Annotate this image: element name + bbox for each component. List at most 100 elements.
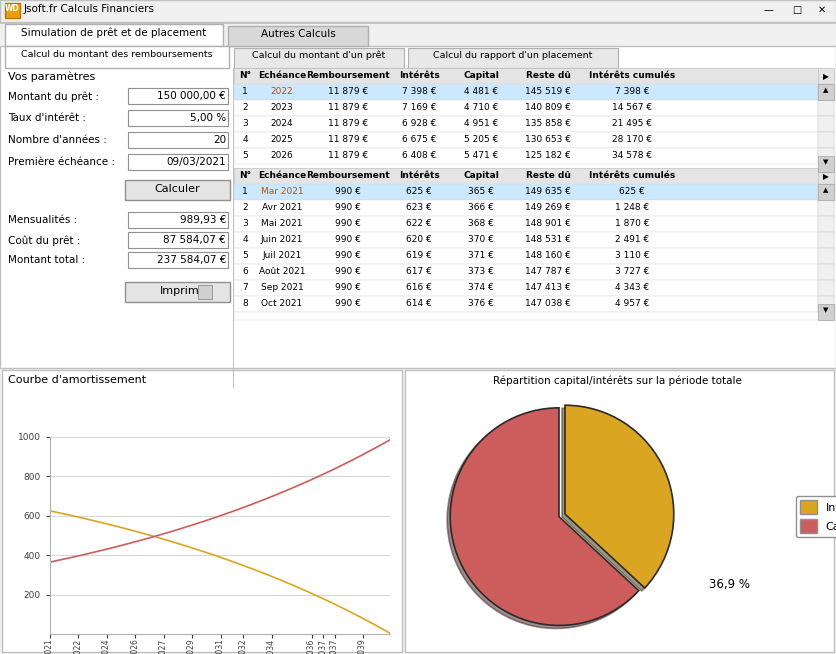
Text: 373 €: 373 € xyxy=(468,267,494,276)
Bar xyxy=(818,148,834,164)
Text: Intérêts: Intérêts xyxy=(399,171,440,180)
Text: 989,93 €: 989,93 € xyxy=(180,215,226,225)
Text: Répartition capital/intérêts sur la période totale: Répartition capital/intérêts sur la péri… xyxy=(492,375,742,385)
Bar xyxy=(233,68,234,388)
Bar xyxy=(0,22,836,24)
Bar xyxy=(818,296,834,312)
Text: 237 584,07 €: 237 584,07 € xyxy=(156,255,226,265)
Text: 28 170 €: 28 170 € xyxy=(612,135,652,144)
Text: 623 €: 623 € xyxy=(406,203,432,212)
Text: Imprimer: Imprimer xyxy=(160,286,212,296)
Bar xyxy=(818,132,834,148)
Bar xyxy=(234,48,404,68)
Bar xyxy=(234,264,818,280)
Bar xyxy=(234,168,818,184)
Text: ▼: ▼ xyxy=(823,159,828,165)
Text: ✕: ✕ xyxy=(818,5,826,15)
Text: 11 879 €: 11 879 € xyxy=(328,135,368,144)
Text: 990 €: 990 € xyxy=(335,203,361,212)
Bar xyxy=(818,264,834,280)
Text: 148 901 €: 148 901 € xyxy=(525,219,571,228)
Bar xyxy=(234,116,818,132)
Bar xyxy=(0,46,836,368)
Text: 87 584,07 €: 87 584,07 € xyxy=(163,235,226,245)
Text: Simulation de prêt et de placement: Simulation de prêt et de placement xyxy=(22,28,206,39)
Text: 2 491 €: 2 491 € xyxy=(614,235,649,244)
Text: 990 €: 990 € xyxy=(335,283,361,292)
Text: 125 182 €: 125 182 € xyxy=(525,151,571,160)
Text: Remboursement: Remboursement xyxy=(306,171,390,180)
Text: Intérêts: Intérêts xyxy=(399,71,440,80)
Text: Calculer: Calculer xyxy=(154,184,200,194)
Text: Echéance: Echéance xyxy=(257,71,306,80)
Bar xyxy=(125,282,230,302)
Bar xyxy=(234,148,818,164)
Text: 620 €: 620 € xyxy=(406,235,432,244)
Text: 616 €: 616 € xyxy=(406,283,432,292)
Bar xyxy=(818,100,834,116)
Text: 2025: 2025 xyxy=(271,135,293,144)
Bar xyxy=(234,312,818,320)
Text: 7: 7 xyxy=(242,283,248,292)
Text: 149 635 €: 149 635 € xyxy=(525,187,571,196)
Text: 4 710 €: 4 710 € xyxy=(464,103,498,112)
Text: 8: 8 xyxy=(242,299,248,308)
Text: 376 €: 376 € xyxy=(468,299,494,308)
Text: Mensualités :: Mensualités : xyxy=(8,215,77,225)
Text: 990 €: 990 € xyxy=(335,235,361,244)
Text: ▲: ▲ xyxy=(823,87,828,93)
Text: ▶: ▶ xyxy=(823,72,829,81)
Text: Sep 2021: Sep 2021 xyxy=(261,283,303,292)
Bar xyxy=(125,180,230,200)
Text: Echéance: Echéance xyxy=(257,171,306,180)
Text: Capital: Capital xyxy=(463,71,499,80)
Bar xyxy=(5,24,223,46)
Text: 6 408 €: 6 408 € xyxy=(402,151,436,160)
Text: 625 €: 625 € xyxy=(619,187,645,196)
Text: 135 858 €: 135 858 € xyxy=(525,119,571,128)
Text: 6 675 €: 6 675 € xyxy=(402,135,436,144)
Text: 148 160 €: 148 160 € xyxy=(525,251,571,260)
Bar xyxy=(818,84,834,100)
Text: 374 €: 374 € xyxy=(468,283,494,292)
Text: 1 870 €: 1 870 € xyxy=(614,219,650,228)
Text: 990 €: 990 € xyxy=(335,299,361,308)
Bar xyxy=(128,88,228,104)
Bar xyxy=(228,26,368,46)
Text: Juin 2021: Juin 2021 xyxy=(261,235,303,244)
Text: 990 €: 990 € xyxy=(335,187,361,196)
Text: 614 €: 614 € xyxy=(406,299,432,308)
Text: 4: 4 xyxy=(242,135,247,144)
Bar xyxy=(2,370,402,652)
Text: 7 398 €: 7 398 € xyxy=(402,87,436,96)
Text: ▼: ▼ xyxy=(823,307,828,313)
Text: Courbe d'amortissement: Courbe d'amortissement xyxy=(8,375,146,385)
Bar xyxy=(818,84,834,100)
Text: Avr 2021: Avr 2021 xyxy=(262,203,302,212)
Text: 366 €: 366 € xyxy=(468,203,494,212)
Bar xyxy=(818,216,834,232)
Text: 5: 5 xyxy=(242,251,248,260)
Text: 147 038 €: 147 038 € xyxy=(525,299,571,308)
Bar xyxy=(818,116,834,132)
Bar xyxy=(0,0,836,22)
Text: 149 269 €: 149 269 € xyxy=(525,203,571,212)
Text: Montant du prêt :: Montant du prêt : xyxy=(8,91,99,101)
Bar xyxy=(818,248,834,264)
Text: 619 €: 619 € xyxy=(406,251,432,260)
Bar xyxy=(234,296,818,312)
Bar xyxy=(234,84,818,100)
Bar xyxy=(234,280,818,296)
Bar xyxy=(818,184,834,200)
Text: 147 413 €: 147 413 € xyxy=(525,283,571,292)
Text: 1: 1 xyxy=(242,87,248,96)
Bar xyxy=(234,248,818,264)
Bar xyxy=(128,212,228,228)
Text: 3 110 €: 3 110 € xyxy=(614,251,650,260)
Bar xyxy=(818,200,834,216)
Text: 7 169 €: 7 169 € xyxy=(402,103,436,112)
Text: 11 879 €: 11 879 € xyxy=(328,103,368,112)
Text: Calcul du rapport d'un placement: Calcul du rapport d'un placement xyxy=(433,51,593,60)
Bar xyxy=(818,184,834,200)
Text: 147 787 €: 147 787 € xyxy=(525,267,571,276)
